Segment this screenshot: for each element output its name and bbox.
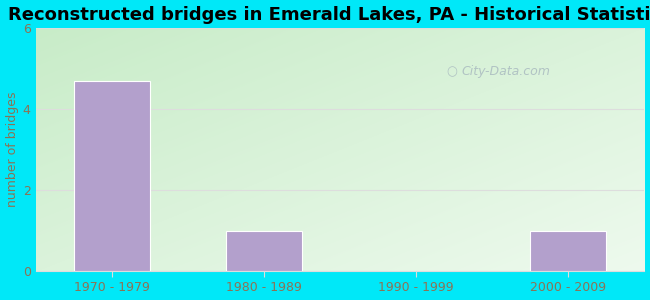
Text: ○: ○	[447, 65, 458, 78]
Text: City-Data.com: City-Data.com	[462, 65, 551, 78]
Title: Reconstructed bridges in Emerald Lakes, PA - Historical Statistics: Reconstructed bridges in Emerald Lakes, …	[8, 6, 650, 24]
Bar	[73, 81, 150, 271]
Bar	[226, 230, 302, 271]
Bar	[530, 230, 606, 271]
Y-axis label: number of bridges: number of bridges	[6, 92, 19, 207]
